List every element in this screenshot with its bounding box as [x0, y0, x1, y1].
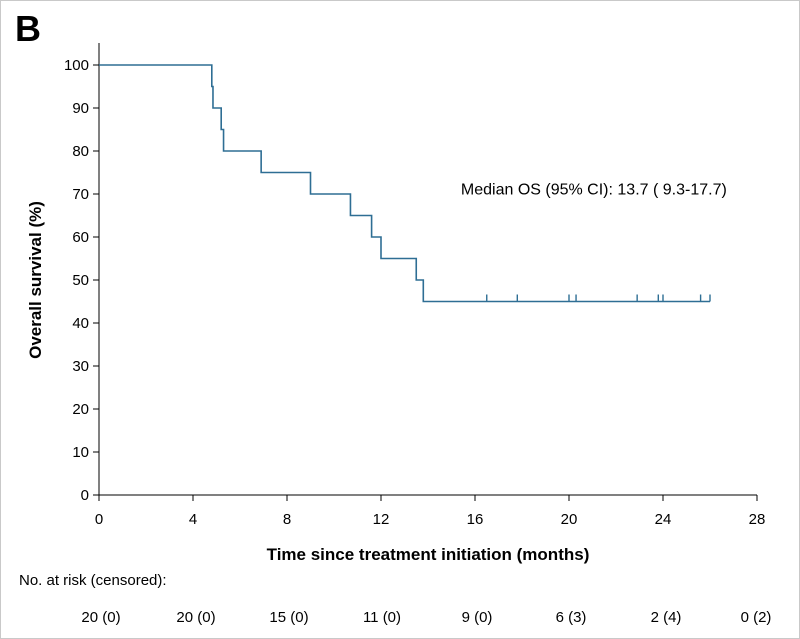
- y-tick-label: 20: [72, 401, 89, 418]
- y-tick-label: 40: [72, 315, 89, 332]
- x-tick-label: 12: [373, 511, 390, 528]
- risk-count: 11 (0): [363, 609, 401, 626]
- axes: 0 10 20 30 40 50 60 70 80 90 100 0 4 8 12 16 20 24 28: [64, 43, 765, 528]
- y-tick-label: 30: [72, 358, 89, 375]
- x-tick-label: 24: [655, 511, 672, 528]
- risk-count: 6 (3): [556, 609, 587, 626]
- y-tick-label: 100: [64, 57, 89, 74]
- survival-step-line: [99, 64, 710, 303]
- y-tick-label: 50: [72, 272, 89, 289]
- risk-count: 15 (0): [269, 609, 308, 626]
- x-tick-label: 0: [95, 511, 103, 528]
- y-tick-label: 0: [81, 487, 89, 504]
- y-tick-label: 10: [72, 444, 89, 461]
- x-axis-label: Time since treatment initiation (months): [267, 545, 590, 564]
- risk-table-title: No. at risk (censored):: [19, 572, 167, 589]
- x-tick-label: 4: [189, 511, 197, 528]
- y-tick-label: 60: [72, 229, 89, 246]
- risk-count: 2 (4): [651, 609, 682, 626]
- risk-count: 20 (0): [176, 609, 215, 626]
- risk-count: 20 (0): [81, 609, 120, 626]
- risk-count: 0 (2): [741, 609, 772, 626]
- y-tick-label: 80: [72, 143, 89, 160]
- x-tick-label: 20: [561, 511, 578, 528]
- median-os-annotation: Median OS (95% CI): 13.7 ( 9.3-17.7): [461, 182, 727, 199]
- risk-count: 9 (0): [462, 609, 493, 626]
- y-axis-label: Overall survival (%): [26, 201, 45, 359]
- panel-label: B: [15, 8, 41, 49]
- x-tick-label: 8: [283, 511, 291, 528]
- y-tick-label: 70: [72, 186, 89, 203]
- x-tick-label: 28: [749, 511, 766, 528]
- survival-curve: [99, 64, 711, 303]
- x-tick-label: 16: [467, 511, 484, 528]
- risk-table-row: 20 (0) 20 (0) 15 (0) 11 (0) 9 (0) 6 (3) 2 (4) 0…: [81, 609, 771, 626]
- y-tick-label: 90: [72, 100, 89, 117]
